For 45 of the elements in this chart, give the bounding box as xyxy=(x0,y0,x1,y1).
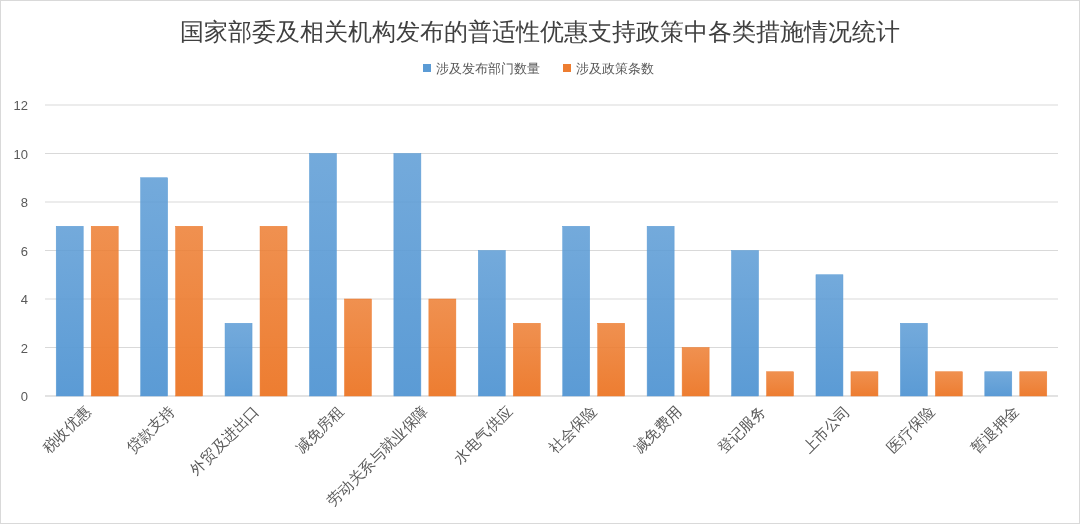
bar xyxy=(175,226,203,397)
bar xyxy=(259,226,288,397)
y-tick-label: 2 xyxy=(20,340,28,356)
bar xyxy=(731,250,759,397)
x-tick-label: 医疗保险 xyxy=(883,402,938,457)
x-tick-label: 登记服务 xyxy=(714,402,769,457)
bar xyxy=(900,323,928,397)
bar xyxy=(55,226,84,397)
x-tick-label: 贷款支持 xyxy=(123,402,178,457)
bar xyxy=(984,371,1013,397)
y-tick-label: 12 xyxy=(13,98,28,113)
x-tick-label: 水电气供应 xyxy=(450,402,516,468)
x-tick-label: 暂退押金 xyxy=(967,402,1022,457)
chart-title: 国家部委及相关机构发布的普适性优惠支持政策中各类措施情况统计 xyxy=(180,18,900,45)
legend-label: 涉及政策条数 xyxy=(576,61,654,76)
x-tick-label: 减免费用 xyxy=(629,402,685,457)
legend-label: 涉及发布部门数量 xyxy=(436,61,540,76)
x-tick-label: 税收优惠 xyxy=(38,402,94,457)
bar xyxy=(562,226,590,397)
bar xyxy=(344,298,372,397)
bar xyxy=(393,153,422,397)
y-tick-label: 8 xyxy=(20,195,28,210)
bar xyxy=(90,226,119,397)
y-tick-label: 6 xyxy=(20,243,28,259)
x-tick-label: 社会保险 xyxy=(545,402,600,457)
bar xyxy=(140,177,168,397)
bar xyxy=(935,371,963,397)
x-tick-label: 外贸及进出口 xyxy=(186,402,263,478)
bar xyxy=(478,250,506,397)
bar xyxy=(309,153,337,397)
bar xyxy=(1019,371,1048,397)
bar xyxy=(766,371,794,397)
y-tick-label: 10 xyxy=(13,146,28,162)
x-tick-label: 上市公司 xyxy=(798,402,854,457)
bar xyxy=(815,274,844,397)
bar xyxy=(428,298,457,397)
bar xyxy=(646,226,675,397)
bar xyxy=(513,323,541,397)
bar xyxy=(597,323,625,397)
y-tick-label: 0 xyxy=(20,389,28,404)
y-tick-label: 4 xyxy=(20,292,28,307)
bar xyxy=(681,347,710,397)
bar xyxy=(224,323,253,397)
bar xyxy=(850,371,879,397)
x-tick-label: 减免房租 xyxy=(292,402,347,457)
